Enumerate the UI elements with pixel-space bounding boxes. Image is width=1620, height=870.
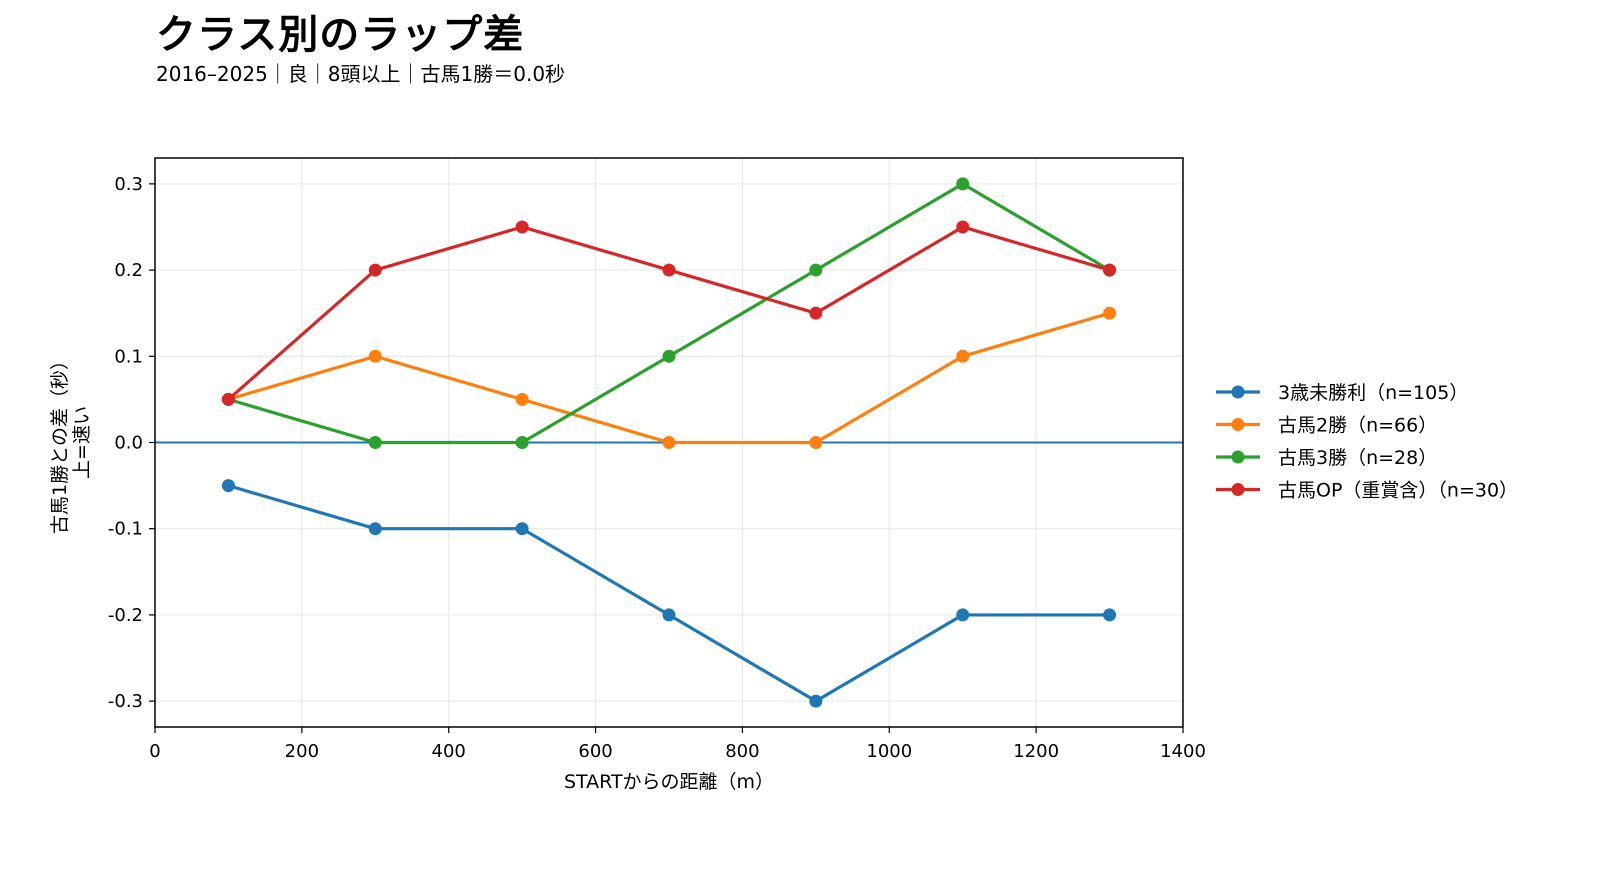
legend-label: 古馬2勝（n=66） [1278, 415, 1437, 437]
x-tick-label: 1000 [866, 741, 912, 762]
data-point [368, 436, 382, 449]
data-point [809, 306, 823, 320]
legend-swatch-marker [1231, 450, 1245, 464]
x-tick-label: 1200 [1013, 741, 1059, 762]
series-line [227, 311, 1111, 445]
y-axis-label: 古馬1勝との差（秒） [49, 351, 71, 534]
axis-ticks: 0 200 400 600 800 1000 1200 1400 0.3 0.2 0.1 0.0 -0.… [108, 174, 1206, 762]
legend-label: 古馬3勝（n=28） [1278, 447, 1437, 469]
x-tick-label: 600 [578, 741, 612, 762]
series-3 [221, 220, 1117, 406]
chart-title: クラス別のラップ差 [156, 12, 525, 58]
series-2 [221, 177, 1117, 449]
legend-item: 古馬OP（重賞含）（n=30） [1216, 480, 1518, 502]
x-axis-label: STARTからの距離（m） [564, 771, 774, 793]
legend-label: 3歳未勝利（n=105） [1278, 382, 1468, 404]
data-point [956, 177, 970, 191]
data-point [662, 349, 676, 363]
legend-item: 古馬2勝（n=66） [1216, 415, 1437, 437]
data-point [662, 608, 676, 622]
y-tick-label: 0.1 [114, 346, 143, 367]
legend: 3歳未勝利（n=105） 古馬2勝（n=66） 古馬3勝（n=28） 古馬OP（重賞含… [1216, 382, 1518, 502]
data-point [515, 522, 529, 536]
chart-subtitle: 2016–2025｜良｜8頭以上｜古馬1勝＝0.0秒 [156, 62, 566, 86]
data-point [368, 349, 382, 363]
data-point [1103, 608, 1117, 622]
data-point [368, 263, 382, 277]
x-tick-label: 200 [285, 741, 319, 762]
data-point [956, 608, 970, 622]
data-point [515, 392, 529, 406]
data-point [368, 522, 382, 536]
y-tick-label: -0.2 [108, 605, 143, 626]
x-tick-label: 800 [725, 741, 759, 762]
data-point [221, 392, 235, 406]
data-point [1103, 263, 1117, 277]
y-tick-label: 0.3 [114, 174, 143, 195]
data-point [809, 694, 823, 708]
series-0 [221, 479, 1117, 708]
y-tick-label: -0.1 [108, 519, 143, 540]
data-point [956, 349, 970, 363]
legend-item: 3歳未勝利（n=105） [1216, 382, 1468, 404]
data-point [956, 220, 970, 234]
data-point [809, 436, 823, 449]
x-tick-label: 1400 [1160, 741, 1206, 762]
series-lines [221, 177, 1117, 708]
legend-swatch-marker [1231, 483, 1245, 496]
data-point [515, 220, 529, 234]
x-tick-label: 400 [432, 741, 466, 762]
series-1 [221, 306, 1117, 449]
y-tick-label: 0.0 [114, 433, 143, 454]
y-tick-label: -0.3 [108, 691, 143, 712]
x-tick-label: 0 [149, 741, 160, 762]
legend-item: 古馬3勝（n=28） [1216, 447, 1437, 469]
y-tick-label: 0.2 [114, 260, 143, 281]
legend-swatch-marker [1231, 385, 1245, 399]
y-axis-label-secondary: 上=速い [71, 406, 93, 479]
series-line [227, 225, 1111, 401]
data-point [809, 263, 823, 277]
data-point [662, 436, 676, 449]
legend-swatch-marker [1231, 418, 1245, 431]
data-point [221, 479, 235, 493]
series-line [227, 484, 1110, 703]
series-line [227, 182, 1111, 445]
legend-label: 古馬OP（重賞含）（n=30） [1278, 480, 1518, 502]
data-point [515, 436, 529, 449]
data-point [662, 263, 676, 277]
data-point [1103, 306, 1117, 320]
